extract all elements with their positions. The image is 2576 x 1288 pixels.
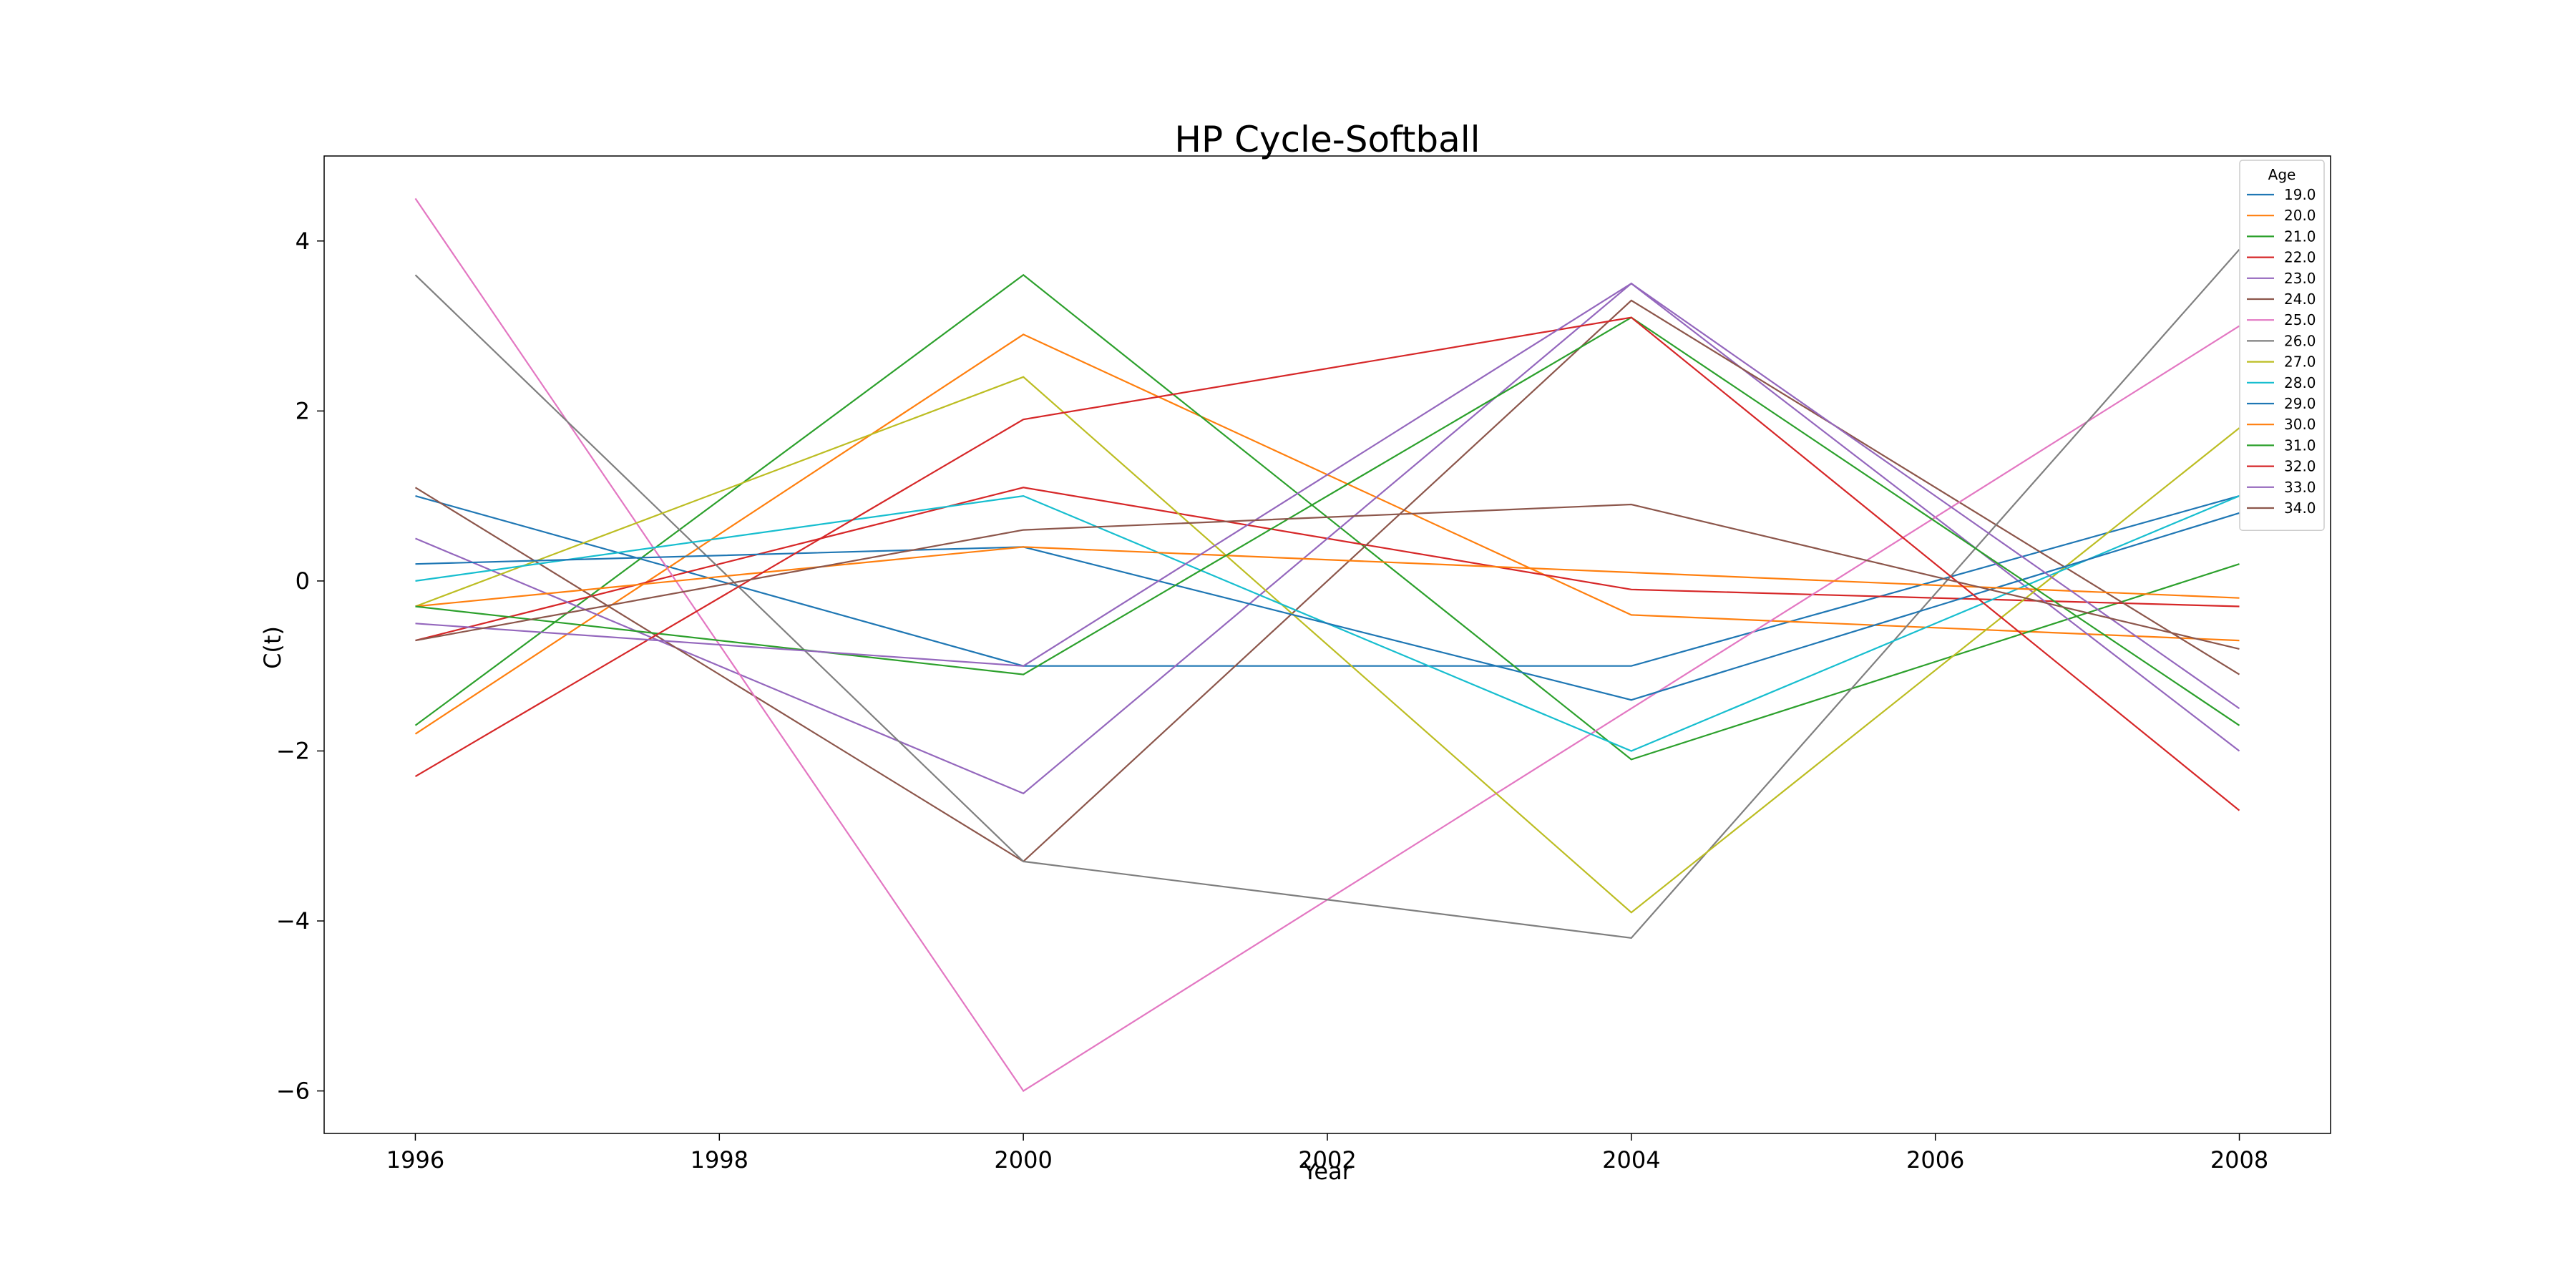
- x-tick-label: 1998: [691, 1146, 748, 1174]
- legend-entry-label: 25.0: [2284, 311, 2316, 328]
- series-line-27-0: [415, 376, 2240, 914]
- legend-entry-label: 19.0: [2284, 186, 2316, 203]
- series-line-30-0: [415, 546, 2240, 608]
- x-tick-label: 1996: [386, 1146, 444, 1174]
- legend-entry-label: 27.0: [2284, 353, 2316, 371]
- y-tick-label: −6: [276, 1078, 310, 1105]
- series-line-24-0: [414, 299, 2240, 863]
- y-axis-label: C(t): [259, 626, 286, 669]
- legend-entry-label: 31.0: [2284, 436, 2316, 454]
- legend-entry-label: 32.0: [2284, 458, 2316, 475]
- y-axis: 4 2 0 −2 −4 −6: [276, 228, 324, 1105]
- legend-title: Age: [2268, 166, 2296, 183]
- legend-entry-label: 22.0: [2284, 249, 2316, 266]
- legend-entry-label: 33.0: [2284, 479, 2316, 496]
- legend-entry-label: 26.0: [2284, 332, 2316, 349]
- plot-frame: [323, 155, 2331, 1134]
- chart-title: HP Cycle-Softball: [1174, 119, 1480, 160]
- y-tick-label: 4: [296, 228, 310, 255]
- legend-entry-label: 28.0: [2284, 374, 2316, 391]
- series-line-33-0: [415, 282, 2240, 710]
- legend-entry-label: 29.0: [2284, 395, 2316, 412]
- series-line-19-0: [415, 495, 2240, 667]
- legend-entry-label: 30.0: [2284, 416, 2316, 433]
- series-line-29-0: [415, 512, 2240, 701]
- x-axis: 1996 1998 2000 2002 2004 2006 2008: [386, 1133, 2268, 1174]
- x-tick-label: 2006: [1906, 1146, 1964, 1174]
- x-tick-label: 2008: [2210, 1146, 2268, 1174]
- legend-entry-label: 23.0: [2284, 270, 2316, 287]
- x-tick-label: 2000: [994, 1146, 1052, 1174]
- series-line-31-0: [415, 316, 2240, 726]
- series-line-26-0: [414, 248, 2240, 939]
- x-tick-label: 2004: [1602, 1146, 1660, 1174]
- legend-box: [2239, 160, 2325, 531]
- series-line-22-0: [415, 487, 2240, 642]
- y-tick-label: 2: [296, 397, 310, 424]
- y-tick-label: −4: [276, 907, 310, 935]
- legend-entry-label: 24.0: [2284, 291, 2316, 308]
- legend-entry-label: 20.0: [2284, 207, 2316, 224]
- plot-area: [414, 197, 2240, 1093]
- legend-entry-label: 21.0: [2284, 228, 2316, 245]
- x-axis-label: Year: [1302, 1158, 1352, 1185]
- x-tick-label: 2002: [1298, 1146, 1356, 1174]
- y-tick-label: 0: [296, 567, 310, 595]
- y-tick-label: −2: [276, 737, 310, 764]
- series-line-32-0: [414, 316, 2240, 811]
- series-line-34-0: [415, 503, 2240, 650]
- series-line-20-0: [414, 333, 2240, 735]
- legend-entry-label: 34.0: [2284, 499, 2316, 517]
- legend: Age 19.0 20.0 21.0 22.0 23.0 24.0 25.0 26.0 27.0 2…: [2239, 160, 2325, 531]
